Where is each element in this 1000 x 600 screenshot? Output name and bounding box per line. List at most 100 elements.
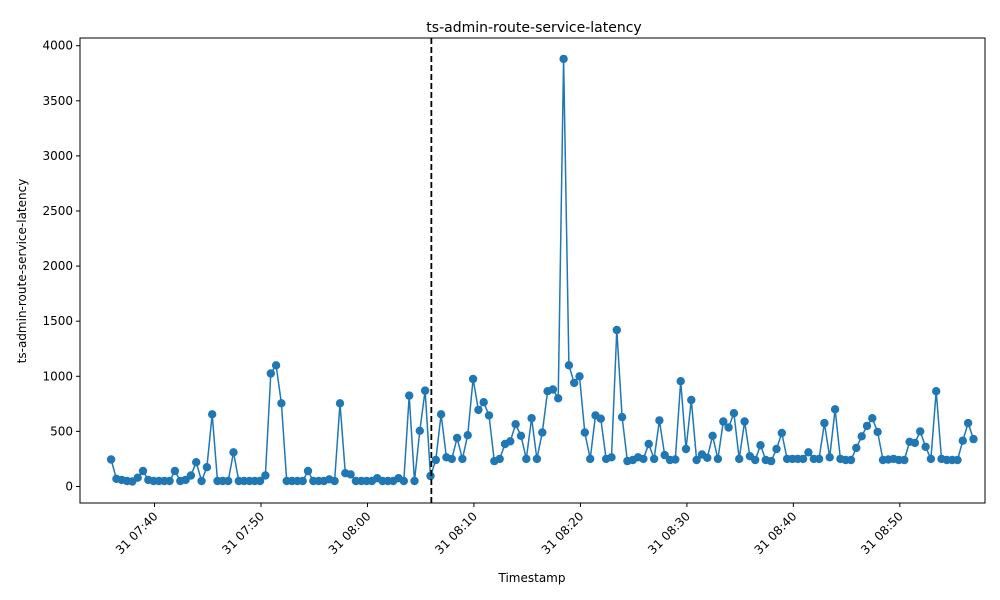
x-axis-ticks: 31 07:40 31 07:50 31 08:00 31 08:10 31 08:20… bbox=[113, 503, 906, 557]
data-point bbox=[772, 444, 781, 454]
data-point bbox=[298, 476, 307, 486]
data-point bbox=[916, 427, 925, 436]
data-point bbox=[830, 405, 840, 414]
data-point bbox=[607, 453, 616, 462]
data-point bbox=[708, 431, 717, 440]
data-point bbox=[463, 431, 472, 440]
data-point bbox=[261, 471, 270, 480]
data-point bbox=[649, 454, 659, 464]
data-point bbox=[405, 391, 414, 400]
data-point bbox=[271, 361, 281, 370]
data-point bbox=[516, 431, 526, 440]
data-point bbox=[420, 386, 430, 395]
data-point bbox=[564, 361, 574, 370]
data-point bbox=[692, 455, 701, 465]
data-point bbox=[346, 470, 355, 479]
data-point bbox=[655, 416, 664, 425]
data-point bbox=[953, 455, 962, 465]
data-point bbox=[910, 438, 920, 448]
data-point bbox=[660, 450, 669, 460]
plot-area-frame bbox=[79, 37, 986, 504]
data-point bbox=[197, 476, 206, 486]
x-tick-label: 31 08:20 bbox=[539, 509, 587, 557]
data-point bbox=[612, 325, 621, 335]
data-point bbox=[719, 417, 728, 426]
data-point bbox=[138, 466, 148, 476]
data-point bbox=[873, 427, 882, 437]
data-point bbox=[825, 453, 834, 462]
data-point bbox=[229, 448, 238, 457]
data-point bbox=[703, 453, 712, 462]
x-tick-label: 31 08:30 bbox=[645, 509, 693, 557]
data-point bbox=[804, 448, 813, 457]
data-point bbox=[676, 377, 685, 386]
data-point bbox=[724, 423, 733, 432]
data-point bbox=[399, 476, 408, 486]
data-point bbox=[958, 436, 967, 445]
data-point bbox=[644, 439, 653, 449]
y-tick-label: 4000 bbox=[42, 39, 73, 53]
data-point bbox=[192, 458, 201, 467]
data-point bbox=[617, 412, 627, 422]
data-point bbox=[186, 471, 196, 480]
data-point bbox=[868, 414, 877, 423]
data-point bbox=[106, 455, 116, 464]
data-point bbox=[484, 411, 494, 420]
data-point bbox=[751, 455, 760, 465]
data-point bbox=[852, 443, 861, 453]
data-point bbox=[586, 454, 595, 464]
y-tick-label: 500 bbox=[50, 424, 73, 438]
y-axis-ticks: 0 500 1000 1500 2000 2500 3000 3500 4000 bbox=[42, 39, 80, 493]
data-point bbox=[729, 409, 739, 418]
data-point bbox=[969, 434, 978, 444]
data-point bbox=[926, 454, 936, 464]
data-point bbox=[522, 454, 531, 464]
data-point bbox=[527, 414, 536, 423]
x-tick-label: 31 08:10 bbox=[432, 509, 480, 557]
x-axis-label: Timestamp bbox=[498, 571, 566, 585]
data-point bbox=[862, 421, 872, 431]
data-point bbox=[735, 454, 744, 464]
data-point bbox=[224, 476, 233, 486]
x-tick-label: 31 08:40 bbox=[752, 509, 800, 557]
data-point bbox=[474, 405, 483, 415]
y-tick-label: 2500 bbox=[42, 204, 73, 218]
data-point bbox=[596, 414, 605, 423]
data-point bbox=[857, 432, 866, 441]
x-tick-label: 31 08:00 bbox=[326, 509, 374, 557]
data-point bbox=[900, 455, 909, 465]
x-tick-label: 31 07:50 bbox=[219, 509, 267, 557]
data-point bbox=[740, 417, 749, 426]
data-point bbox=[436, 410, 446, 419]
y-tick-label: 3000 bbox=[42, 149, 73, 163]
data-point bbox=[777, 428, 786, 438]
data-point bbox=[208, 410, 217, 419]
data-point bbox=[410, 476, 419, 486]
data-point bbox=[681, 444, 691, 454]
data-point bbox=[580, 428, 589, 437]
data-point bbox=[713, 454, 723, 464]
data-point bbox=[452, 433, 462, 443]
data-point bbox=[532, 454, 542, 464]
data-point bbox=[846, 455, 856, 465]
data-point bbox=[495, 454, 504, 464]
data-point bbox=[921, 442, 930, 451]
y-tick-label: 3500 bbox=[42, 94, 73, 108]
data-point bbox=[431, 455, 440, 465]
chart-title: ts-admin-route-service-latency bbox=[426, 20, 641, 36]
data-point bbox=[133, 473, 142, 482]
data-point bbox=[767, 456, 776, 466]
data-point bbox=[554, 394, 563, 403]
data-point bbox=[671, 455, 680, 464]
data-point bbox=[479, 398, 488, 407]
y-axis-label: ts-admin-route-service-latency bbox=[15, 179, 29, 364]
data-point bbox=[639, 454, 648, 464]
data-point bbox=[303, 466, 313, 476]
data-point bbox=[266, 369, 275, 378]
y-tick-label: 2000 bbox=[42, 259, 73, 273]
data-point bbox=[277, 399, 286, 408]
data-point bbox=[538, 428, 547, 437]
data-point bbox=[415, 426, 424, 435]
data-point bbox=[548, 385, 558, 394]
